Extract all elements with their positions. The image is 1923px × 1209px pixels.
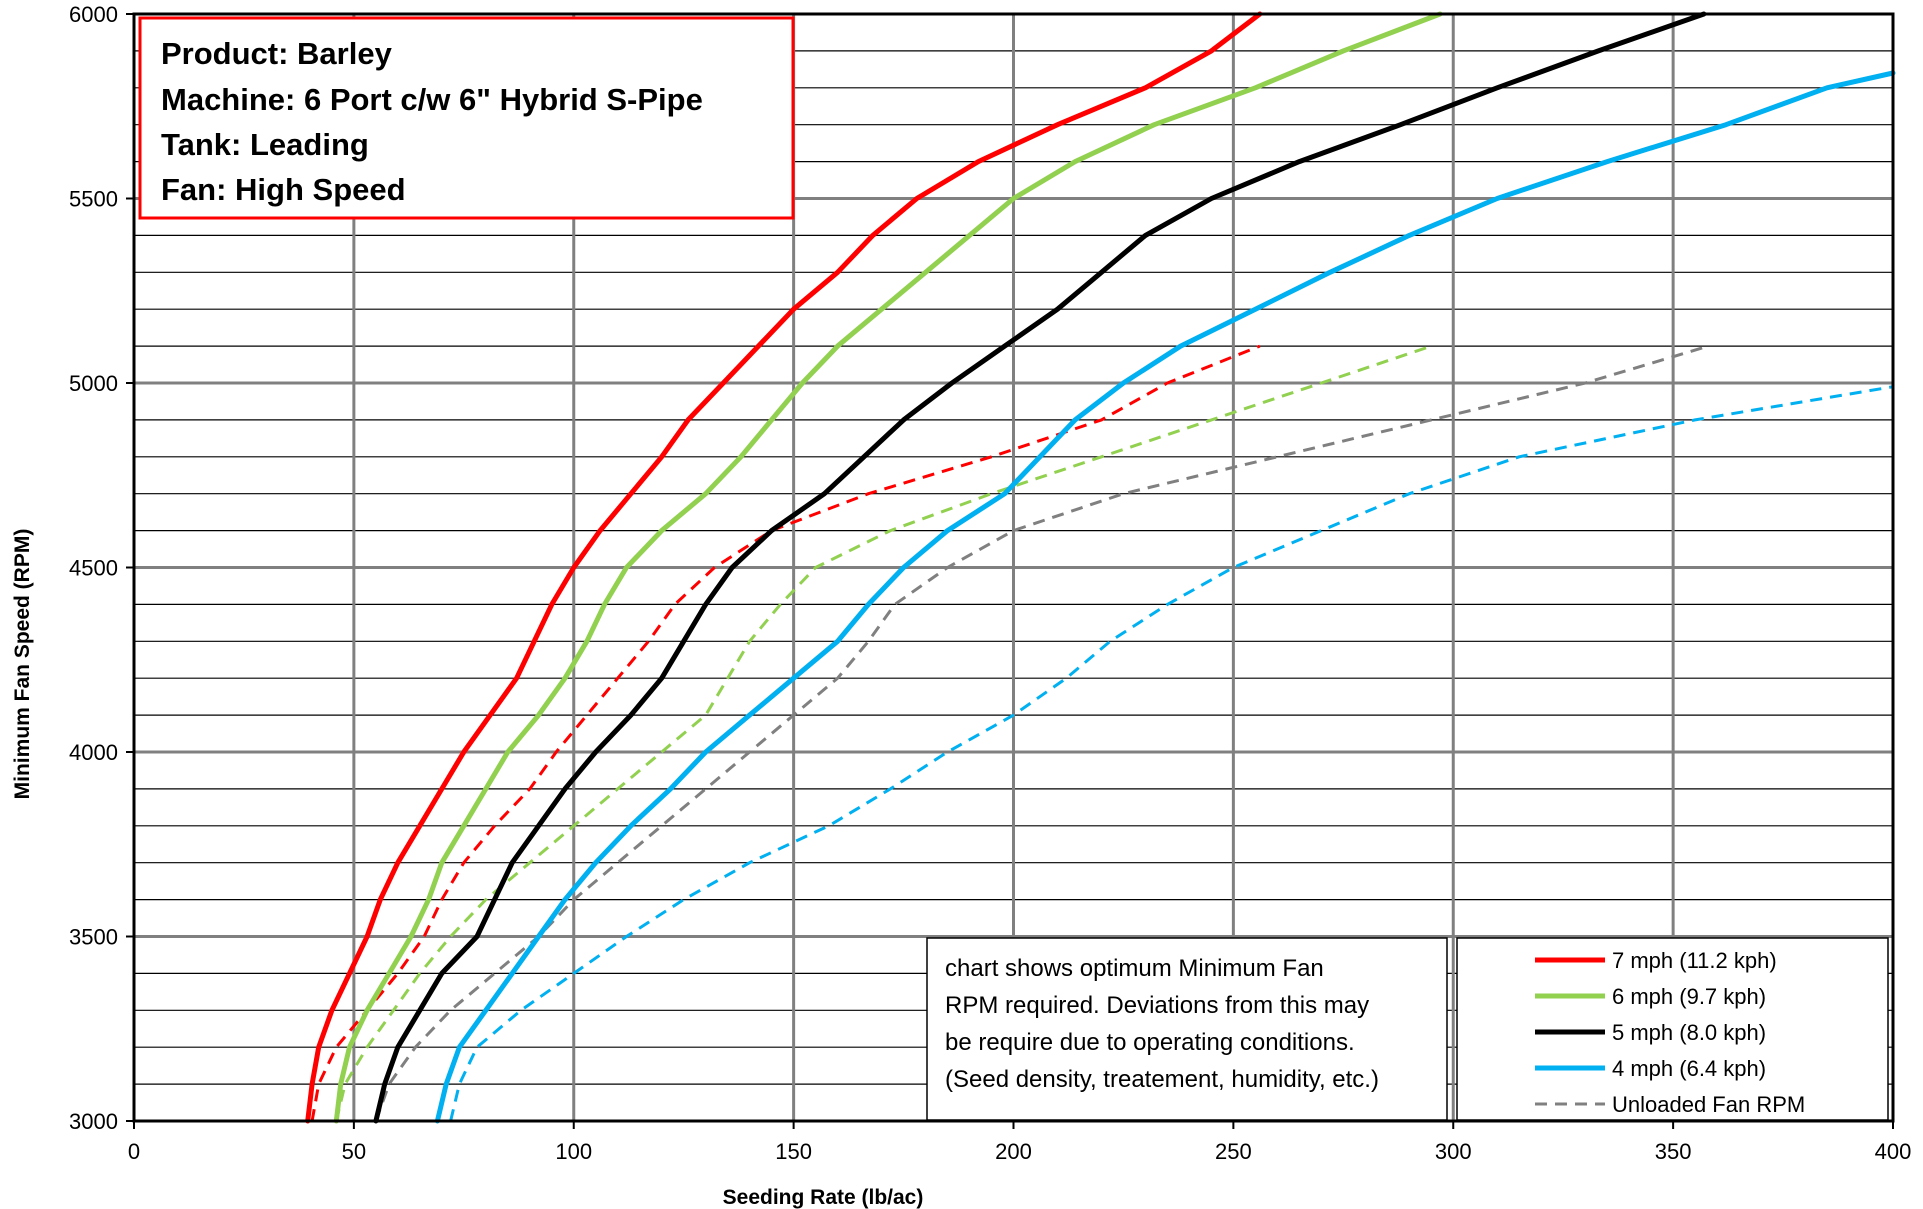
series-line-5 [310, 344, 1261, 1122]
series-line-3 [434, 70, 1896, 1124]
legend-label: 5 mph (8.0 kph) [1612, 1020, 1766, 1045]
note-line-3: be require due to operating conditions. [945, 1029, 1355, 1056]
series-lines [305, 11, 1896, 1124]
info-tank: Tank: Leading [161, 127, 369, 162]
series-line-1 [333, 11, 1443, 1124]
x-tick-label: 400 [1875, 1139, 1912, 1164]
y-tick-label: 4500 [69, 556, 118, 581]
x-tick-label: 350 [1655, 1139, 1692, 1164]
y-tick-label: 3000 [69, 1109, 118, 1134]
series-line-4 [374, 344, 1709, 1122]
x-axis-title: Seeding Rate (lb/ac) [723, 1186, 924, 1209]
series-line-2 [373, 11, 1707, 1124]
legend: 7 mph (11.2 kph) 6 mph (9.7 kph) 5 mph (8.… [1456, 937, 1889, 1121]
x-tick-label: 100 [555, 1139, 592, 1164]
series-line-0 [305, 11, 1263, 1124]
y-tick-label: 5000 [69, 371, 118, 396]
x-tick-label: 150 [775, 1139, 812, 1164]
axes: 0 50 100 150 200 250 300 350 400 3000 3500 4000 4500… [69, 2, 1911, 1164]
x-tick-label: 200 [995, 1139, 1032, 1164]
x-tick-label: 0 [128, 1139, 140, 1164]
info-box: Product: Barley Machine: 6 Port c/w 6" H… [138, 16, 795, 220]
x-tick-label: 250 [1215, 1139, 1252, 1164]
note-line-1: chart shows optimum Minimum Fan [945, 955, 1324, 982]
note-line-2: RPM required. Deviations from this may [945, 992, 1369, 1019]
x-tick-label: 300 [1435, 1139, 1472, 1164]
legend-label: Unloaded Fan RPM [1612, 1092, 1805, 1117]
note-line-4: (Seed density, treatement, humidity, etc… [945, 1066, 1379, 1093]
legend-label: 7 mph (11.2 kph) [1612, 948, 1777, 973]
legend-label: 6 mph (9.7 kph) [1612, 984, 1766, 1009]
y-tick-label: 5500 [69, 187, 118, 212]
series-line-6 [334, 344, 1432, 1122]
x-tick-label: 50 [342, 1139, 366, 1164]
y-axis-title: Minimum Fan Speed (RPM) [11, 529, 34, 800]
info-product: Product: Barley [161, 36, 393, 71]
info-machine: Machine: 6 Port c/w 6" Hybrid S-Pipe [161, 82, 703, 117]
y-tick-label: 6000 [69, 2, 118, 27]
y-tick-label: 4000 [69, 740, 118, 765]
info-fan: Fan: High Speed [161, 172, 406, 207]
note-box: chart shows optimum Minimum Fan RPM requ… [926, 937, 1448, 1121]
y-tick-label: 3500 [69, 925, 118, 950]
legend-label: 4 mph (6.4 kph) [1612, 1056, 1766, 1081]
